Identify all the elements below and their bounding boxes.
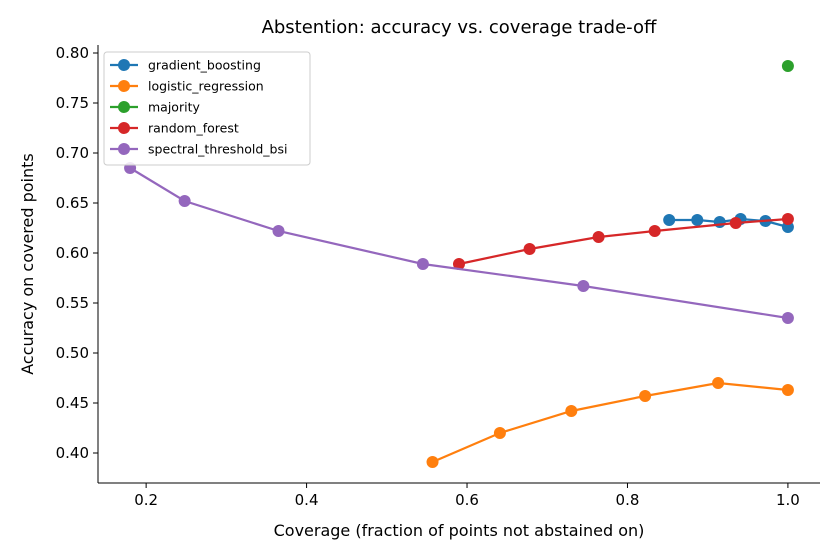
x-tick-label: 1.0 [776,491,800,509]
x-axis-label: Coverage (fraction of points not abstain… [274,521,645,540]
y-tick-label: 0.70 [56,144,89,162]
legend-marker [118,59,130,71]
y-tick-label: 0.45 [56,394,89,412]
y-tick-label: 0.40 [56,444,89,462]
legend-entry: majority [110,100,200,115]
data-point [565,405,578,417]
data-point [272,225,285,237]
data-point [639,390,652,402]
legend-box [103,51,311,166]
legend-label: random_forest [148,121,239,136]
series-spectral-threshold-bsi [124,162,794,324]
y-tick-label: 0.65 [56,194,89,212]
data-point [416,258,429,270]
legend-label: gradient_boosting [148,58,261,73]
legend-entry: gradient_boosting [110,58,261,73]
y-tick-label: 0.60 [56,244,89,262]
y-tick-label: 0.50 [56,344,89,362]
y-tick-label: 0.80 [56,44,89,62]
y-axis-ticks: 0.40 0.45 0.50 0.55 0.60 0.65 0.70 0.75 0.80 [56,44,98,462]
data-point [577,280,590,292]
plot-area [124,60,794,468]
legend-label: spectral_threshold_bsi [148,142,287,157]
data-point [781,384,794,396]
legend-marker [118,143,130,155]
x-tick-label: 0.6 [455,491,479,509]
data-point [493,427,506,439]
series-majority [781,60,794,72]
series-random-forest [453,213,794,270]
legend-label: logistic_regression [148,79,264,94]
series-line [129,167,789,320]
legend-marker [118,101,130,113]
data-point [648,225,661,237]
x-tick-label: 0.4 [295,491,319,509]
data-point [729,217,742,229]
x-tick-label: 0.2 [134,491,158,509]
legend-entry: spectral_threshold_bsi [110,142,287,157]
y-tick-label: 0.75 [56,94,89,112]
data-point [781,312,794,324]
data-point [523,243,536,255]
series-logistic-regression [426,377,794,468]
data-point [426,456,439,468]
legend: gradient_boosting logistic_regressionmajo… [103,51,311,166]
data-point [781,60,794,72]
data-point [453,258,465,270]
legend-entry: logistic_regression [110,79,264,94]
data-point [663,214,676,226]
legend-entry: random_forest [110,121,239,136]
series-line [432,381,789,464]
data-point [712,377,725,389]
y-axis-label: Accuracy on covered points [18,153,37,375]
chart-title: Abstention: accuracy vs. coverage trade-… [262,17,657,38]
x-tick-label: 0.8 [616,491,640,509]
legend-label: majority [148,100,200,115]
series-line [458,217,788,266]
data-point [592,231,605,243]
y-tick-label: 0.55 [56,294,89,312]
data-point [178,195,191,207]
legend-marker [118,80,130,92]
data-point [781,213,794,225]
data-point [713,216,726,228]
data-point [691,214,704,226]
x-axis-ticks: 0.2 0.4 0.6 0.8 1.0 [134,483,800,509]
legend-marker [118,122,130,134]
